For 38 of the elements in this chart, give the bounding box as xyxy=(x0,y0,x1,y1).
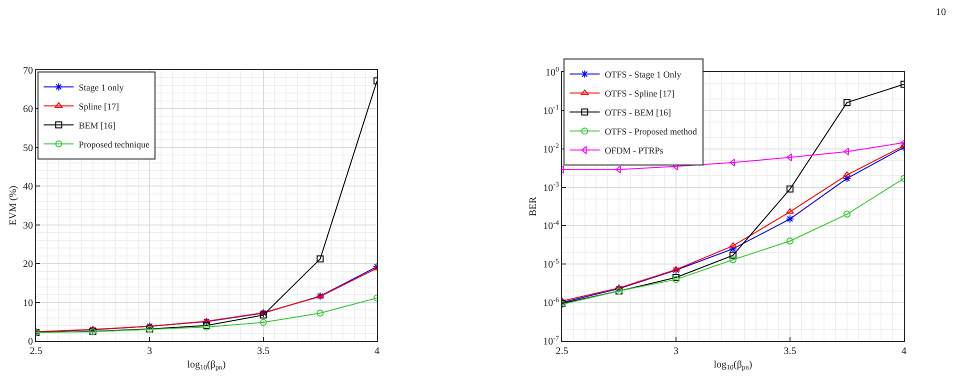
x-axis-title: log$_{10}$(β$_{pn}$) xyxy=(714,360,752,372)
legend-label: OTFS - Stage 1 Only xyxy=(604,70,682,80)
y-tick-label: 40 xyxy=(23,182,33,193)
y-tick-label: 10$^{0}$ xyxy=(546,65,560,78)
x-tick-label: 4 xyxy=(374,346,380,357)
y-axis-title: EVM (%) xyxy=(8,186,19,226)
y-tick-label: 10$^{-4}$ xyxy=(543,219,560,232)
y-tick-label: 0 xyxy=(28,336,33,348)
legend-label: OFDM - PTRPs xyxy=(604,146,664,156)
legend-label: OTFS - Spline [17] xyxy=(604,88,674,99)
y-tick-label: 10$^{-7}$ xyxy=(543,334,560,348)
x-tick-label: 3.5 xyxy=(784,346,796,357)
legend-label: Stage 1 only xyxy=(78,82,124,92)
y-tick-label: 10$^{-1}$ xyxy=(543,104,560,117)
y-tick-label: 10$^{-2}$ xyxy=(543,142,560,156)
x-axis-title: log$_{10}$(β$_{pn}$) xyxy=(187,360,226,372)
x-tick-label: 3 xyxy=(147,346,152,357)
legend-label: OTFS - BEM [16] xyxy=(604,108,671,118)
y-tick-label: 70 xyxy=(23,66,33,76)
legend-label: OTFS - Proposed method xyxy=(604,126,698,137)
text: 10 xyxy=(936,7,946,18)
y-tick-label: 30 xyxy=(23,220,33,232)
y-tick-label: 10$^{-6}$ xyxy=(543,296,560,310)
y-tick-label: 20 xyxy=(23,259,33,270)
legend-label: BEM [16] xyxy=(78,120,116,130)
x-tick-label: 3 xyxy=(674,346,678,357)
legend-label: Spline [17] xyxy=(78,101,119,112)
x-tick-label: 4 xyxy=(902,346,906,357)
legend-label: Proposed technique xyxy=(78,139,150,150)
y-tick-label: 10$^{-5}$ xyxy=(543,257,560,271)
x-tick-label: 2.5 xyxy=(30,346,42,357)
y-tick-label: 60 xyxy=(23,104,33,116)
x-tick-label: 2.5 xyxy=(556,346,568,357)
x-tick-label: 3.5 xyxy=(257,346,270,357)
y-tick-label: 50 xyxy=(23,142,33,154)
y-axis-title: BER xyxy=(528,196,540,216)
y-tick-label: 10$^{-3}$ xyxy=(543,180,560,194)
y-tick-label: 10 xyxy=(23,298,33,309)
